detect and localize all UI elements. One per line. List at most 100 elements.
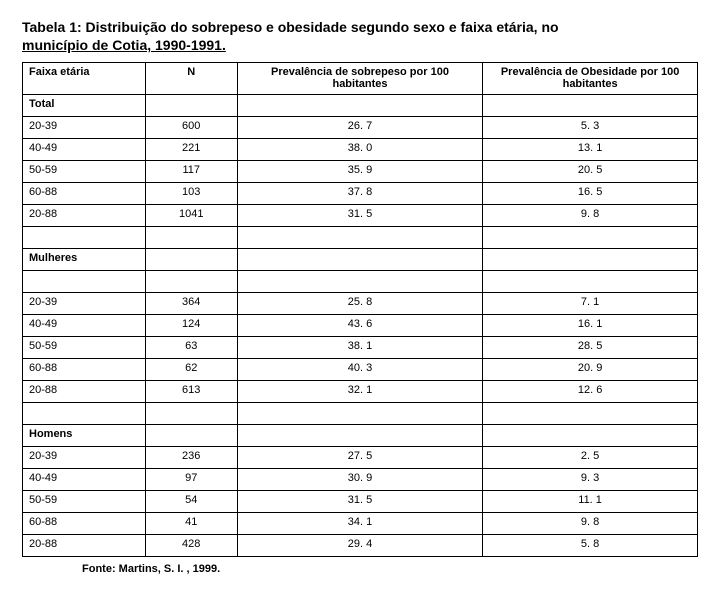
empty-cell — [483, 270, 698, 292]
cell-sobrepeso: 25. 8 — [237, 292, 482, 314]
cell-n: 124 — [145, 314, 237, 336]
cell-age: 20-88 — [23, 534, 146, 556]
table-row: 40-499730. 99. 3 — [23, 468, 698, 490]
cell-obesidade: 20. 5 — [483, 160, 698, 182]
col-sobrepeso: Prevalência de sobrepeso por 100 habitan… — [237, 63, 482, 94]
spacer-row — [23, 226, 698, 248]
section-row: Total — [23, 94, 698, 116]
title-line1: Tabela 1: Distribuição do sobrepeso e ob… — [22, 19, 559, 35]
cell-sobrepeso: 26. 7 — [237, 116, 482, 138]
cell-sobrepeso: 38. 1 — [237, 336, 482, 358]
cell-sobrepeso: 35. 9 — [237, 160, 482, 182]
cell-n: 41 — [145, 512, 237, 534]
cell-age: 50-59 — [23, 336, 146, 358]
data-table: Faixa etária N Prevalência de sobrepeso … — [22, 62, 698, 556]
cell-age: 20-39 — [23, 446, 146, 468]
table-row: 40-4922138. 013. 1 — [23, 138, 698, 160]
table-row: 60-884134. 19. 8 — [23, 512, 698, 534]
cell-age: 60-88 — [23, 358, 146, 380]
cell-age: 20-88 — [23, 380, 146, 402]
empty-cell — [145, 402, 237, 424]
empty-cell — [145, 94, 237, 116]
cell-obesidade: 9. 8 — [483, 204, 698, 226]
cell-age: 50-59 — [23, 490, 146, 512]
cell-sobrepeso: 43. 6 — [237, 314, 482, 336]
cell-obesidade: 16. 1 — [483, 314, 698, 336]
empty-cell — [145, 424, 237, 446]
cell-age: 20-39 — [23, 116, 146, 138]
cell-age: 50-59 — [23, 160, 146, 182]
table-row: 40-4912443. 616. 1 — [23, 314, 698, 336]
cell-sobrepeso: 31. 5 — [237, 204, 482, 226]
table-row: 20-3960026. 75. 3 — [23, 116, 698, 138]
cell-obesidade: 28. 5 — [483, 336, 698, 358]
cell-n: 364 — [145, 292, 237, 314]
table-row: 20-88104131. 59. 8 — [23, 204, 698, 226]
empty-cell — [23, 270, 146, 292]
table-row: 20-8861332. 112. 6 — [23, 380, 698, 402]
empty-cell — [145, 248, 237, 270]
cell-obesidade: 5. 8 — [483, 534, 698, 556]
cell-sobrepeso: 27. 5 — [237, 446, 482, 468]
cell-sobrepeso: 40. 3 — [237, 358, 482, 380]
empty-cell — [483, 248, 698, 270]
table-row: 20-3923627. 52. 5 — [23, 446, 698, 468]
cell-age: 40-49 — [23, 314, 146, 336]
table-title: Tabela 1: Distribuição do sobrepeso e ob… — [22, 18, 698, 54]
table-row: 60-886240. 320. 9 — [23, 358, 698, 380]
empty-cell — [483, 402, 698, 424]
cell-n: 97 — [145, 468, 237, 490]
cell-sobrepeso: 32. 1 — [237, 380, 482, 402]
spacer-row — [23, 402, 698, 424]
cell-sobrepeso: 38. 0 — [237, 138, 482, 160]
cell-n: 221 — [145, 138, 237, 160]
table-row: 60-8810337. 816. 5 — [23, 182, 698, 204]
cell-n: 54 — [145, 490, 237, 512]
cell-n: 428 — [145, 534, 237, 556]
cell-age: 60-88 — [23, 182, 146, 204]
section-label: Mulheres — [23, 248, 146, 270]
empty-cell — [483, 424, 698, 446]
cell-sobrepeso: 34. 1 — [237, 512, 482, 534]
cell-age: 60-88 — [23, 512, 146, 534]
title-line2: município de Cotia, 1990-1991. — [22, 37, 226, 53]
cell-n: 103 — [145, 182, 237, 204]
table-row: 50-595431. 511. 1 — [23, 490, 698, 512]
empty-cell — [23, 402, 146, 424]
cell-obesidade: 20. 9 — [483, 358, 698, 380]
cell-n: 117 — [145, 160, 237, 182]
section-label: Homens — [23, 424, 146, 446]
empty-cell — [483, 226, 698, 248]
empty-cell — [237, 94, 482, 116]
cell-n: 600 — [145, 116, 237, 138]
table-row: 50-5911735. 920. 5 — [23, 160, 698, 182]
col-n: N — [145, 63, 237, 94]
cell-sobrepeso: 37. 8 — [237, 182, 482, 204]
empty-cell — [237, 270, 482, 292]
cell-obesidade: 9. 8 — [483, 512, 698, 534]
empty-cell — [237, 248, 482, 270]
empty-cell — [145, 226, 237, 248]
table-row: 20-8842829. 45. 8 — [23, 534, 698, 556]
cell-obesidade: 2. 5 — [483, 446, 698, 468]
table-row: 50-596338. 128. 5 — [23, 336, 698, 358]
empty-cell — [237, 226, 482, 248]
cell-age: 20-88 — [23, 204, 146, 226]
table-row: 20-3936425. 87. 1 — [23, 292, 698, 314]
empty-cell — [483, 94, 698, 116]
cell-n: 62 — [145, 358, 237, 380]
col-obesidade: Prevalência de Obesidade por 100 habitan… — [483, 63, 698, 94]
cell-obesidade: 16. 5 — [483, 182, 698, 204]
cell-obesidade: 13. 1 — [483, 138, 698, 160]
spacer-row — [23, 270, 698, 292]
cell-n: 236 — [145, 446, 237, 468]
empty-cell — [23, 226, 146, 248]
cell-n: 1041 — [145, 204, 237, 226]
cell-age: 40-49 — [23, 138, 146, 160]
empty-cell — [237, 424, 482, 446]
col-faixa: Faixa etária — [23, 63, 146, 94]
cell-sobrepeso: 29. 4 — [237, 534, 482, 556]
section-row: Homens — [23, 424, 698, 446]
cell-sobrepeso: 30. 9 — [237, 468, 482, 490]
cell-obesidade: 7. 1 — [483, 292, 698, 314]
